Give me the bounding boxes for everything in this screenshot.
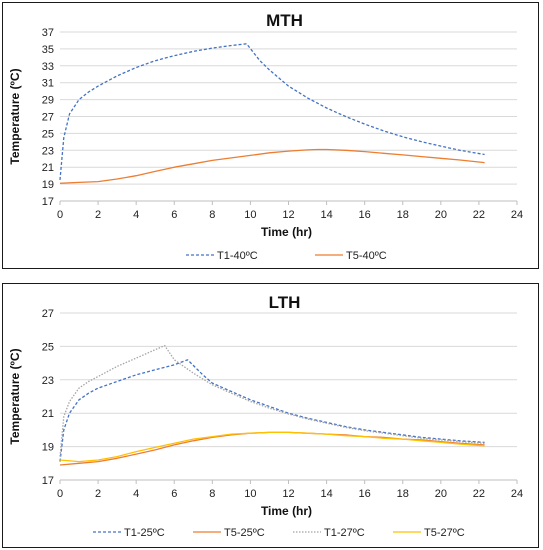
x-tick-label: 8 — [209, 209, 215, 221]
x-tick-label: 2 — [95, 209, 101, 221]
legend-entry: T1-40ºC — [217, 250, 258, 262]
series-line-t5-40-c — [59, 148, 485, 184]
x-tick-label: 0 — [57, 209, 63, 221]
legend-entry: T5-25ºC — [224, 527, 265, 539]
series-line-t1-27-c — [59, 344, 485, 457]
y-tick-label: 19 — [42, 179, 54, 191]
y-tick-label: 33 — [42, 61, 54, 73]
x-tick-label: 18 — [397, 209, 409, 221]
series-line-t5-27-c — [59, 431, 485, 463]
y-tick-label: 23 — [42, 375, 54, 387]
x-tick-label: 8 — [209, 488, 215, 500]
legend-entry: T5-27ºC — [424, 527, 465, 539]
y-tick-label: 19 — [42, 442, 54, 454]
chart-title: MTH — [266, 11, 303, 30]
y-tick-label: 21 — [42, 162, 54, 174]
series-line-t1-40-c — [59, 43, 485, 180]
x-tick-label: 16 — [359, 209, 371, 221]
y-axis-label: Temperature (ºC) — [8, 68, 22, 164]
x-axis-label: Time (hr) — [261, 225, 312, 239]
y-axis-label: Temperature (ºC) — [8, 348, 22, 444]
y-tick-label: 21 — [42, 408, 54, 420]
y-tick-label: 27 — [42, 112, 54, 124]
legend-entry: T5-40ºC — [346, 250, 387, 262]
x-tick-label: 14 — [320, 488, 332, 500]
y-tick-label: 25 — [42, 341, 54, 353]
x-tick-label: 22 — [473, 488, 485, 500]
y-tick-label: 23 — [42, 145, 54, 157]
x-tick-label: 6 — [171, 488, 177, 500]
chart-panel-mth: 17 19 21 23 25 27 29 31 33 35 37 0 2 4 6 8 10 12 14 16 18 20 2… — [2, 2, 539, 269]
y-tick-label: 27 — [42, 308, 54, 320]
y-tick-label: 17 — [42, 475, 54, 487]
x-axis-label: Time (hr) — [261, 504, 312, 518]
y-tick-label: 25 — [42, 128, 54, 140]
series-line-t5-25-c — [59, 431, 485, 466]
y-tick-label: 17 — [42, 196, 54, 208]
x-tick-label: 10 — [244, 209, 256, 221]
x-tick-label: 18 — [397, 488, 409, 500]
x-tick-label: 22 — [473, 209, 485, 221]
x-tick-label: 4 — [133, 209, 139, 221]
series-line-t1-25-c — [59, 359, 485, 462]
y-tick-label: 35 — [42, 44, 54, 56]
x-tick-label: 6 — [171, 209, 177, 221]
x-tick-label: 14 — [320, 209, 332, 221]
x-tick-label: 2 — [95, 488, 101, 500]
x-tick-label: 4 — [133, 488, 139, 500]
x-tick-label: 24 — [511, 488, 523, 500]
chart-panel-lth: 17 19 21 23 25 27 0 2 4 6 8 10 12 14 16 18 20 22 24 LTH Time… — [2, 283, 539, 548]
legend-entry: T1-25ºC — [124, 527, 165, 539]
x-tick-label: 24 — [511, 209, 523, 221]
x-tick-label: 16 — [359, 488, 371, 500]
y-tick-label: 29 — [42, 95, 54, 107]
x-tick-label: 10 — [244, 488, 256, 500]
y-tick-label: 37 — [42, 27, 54, 39]
x-tick-label: 20 — [435, 488, 447, 500]
x-tick-label: 12 — [282, 488, 294, 500]
legend-entry: T1-27ºC — [324, 527, 365, 539]
y-tick-label: 31 — [42, 78, 54, 90]
x-tick-label: 12 — [282, 209, 294, 221]
x-tick-label: 0 — [57, 488, 63, 500]
chart-title: LTH — [269, 293, 301, 312]
x-tick-label: 20 — [435, 209, 447, 221]
